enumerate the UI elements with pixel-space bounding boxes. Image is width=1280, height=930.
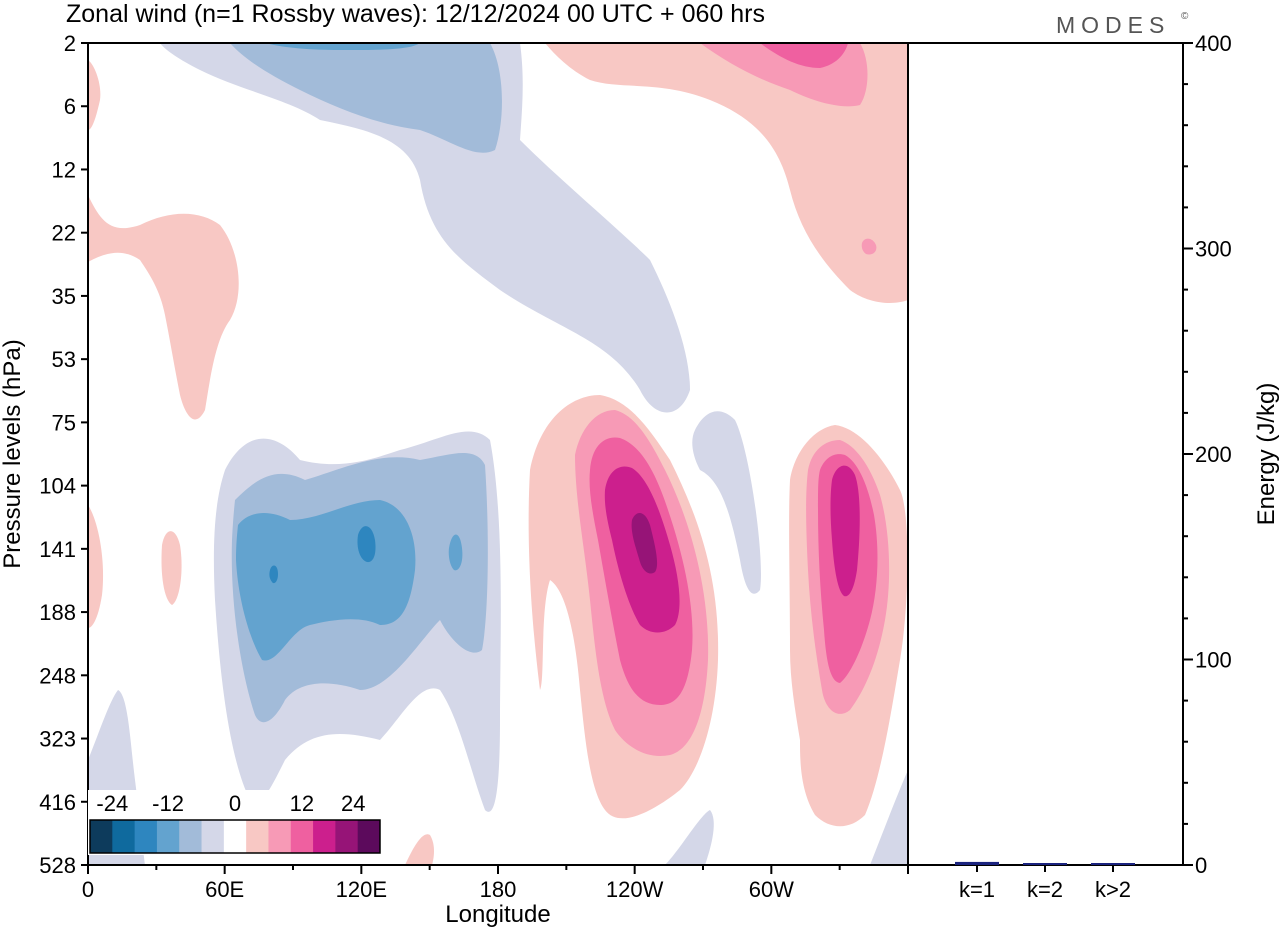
longitude-tick-label: 60E (205, 877, 244, 902)
longitude-tick-label: 60W (749, 877, 794, 902)
contour-neg-bottom-mid (665, 810, 714, 865)
colorbar-tick-label: 24 (341, 791, 365, 816)
contour-pos-right-core (830, 465, 860, 597)
colorbar-swatch (268, 820, 292, 853)
pressure-tick-label: 53 (52, 347, 76, 372)
contour-pos-upper-dot (861, 238, 877, 255)
energy-bars (955, 861, 1135, 865)
pressure-tick-label: 35 (52, 284, 76, 309)
longitude-tick-label: 180 (480, 877, 517, 902)
colorbar-swatch (357, 820, 381, 853)
pressure-tick-label: 12 (52, 157, 76, 182)
colorbar-ticks: -24 -12 0 12 24 (96, 791, 365, 816)
contour-neg-mid-right (692, 411, 761, 594)
colorbar-tick-label: -24 (96, 791, 128, 816)
pressure-tick-label: 2 (64, 31, 76, 56)
colorbar-swatch (156, 820, 180, 853)
colorbar-swatch (246, 820, 269, 853)
modes-logo: MODES (1056, 12, 1170, 38)
energy-panel (908, 42, 1184, 866)
colorbar-swatch (201, 820, 225, 853)
energy-category-label: k=2 (1027, 877, 1063, 902)
contour-pos-bottom-small (405, 834, 434, 865)
pressure-tick-label: 528 (39, 853, 76, 878)
contour-pos-left-small (161, 531, 182, 605)
longitude-tick-label: 120E (336, 877, 387, 902)
colorbar-swatch (179, 820, 203, 853)
energy-tick-label: 200 (1195, 442, 1232, 467)
contour-pos-left-upper (88, 195, 239, 420)
energy-tick-label: 100 (1195, 648, 1232, 673)
energy-axis: 0 100 200 300 400 (1183, 31, 1232, 878)
pressure-tick-label: 75 (52, 410, 76, 435)
longitude-axis: 0 60E 120E 180 120W 60W (82, 865, 909, 902)
colorbar-swatch (290, 820, 314, 853)
contour-pos-left-edge (88, 505, 104, 628)
colorbar-swatch (90, 820, 113, 853)
pressure-tick-label: 188 (39, 600, 76, 625)
energy-category-label: k=1 (959, 877, 995, 902)
contour-pos-upper-inner (760, 43, 848, 68)
contour-neg-center-core-b (269, 565, 278, 584)
contour-pos-left-top (88, 60, 101, 130)
chart-title: Zonal wind (n=1 Rossby waves): 12/12/202… (66, 0, 765, 28)
pressure-tick-label: 6 (64, 94, 76, 119)
pressure-tick-label: 323 (39, 727, 76, 752)
colorbar-swatch (223, 820, 247, 853)
energy-category-label: k>2 (1095, 877, 1131, 902)
pressure-tick-label: 416 (39, 790, 76, 815)
pressure-axis: 2 6 12 22 35 53 75 104 141 188 248 323 416 528 (39, 31, 88, 878)
contour-neg-center-core (357, 526, 376, 563)
longitude-tick-label: 120W (606, 877, 664, 902)
energy-tick-label: 300 (1195, 237, 1232, 262)
longitude-tick-label: 0 (82, 877, 94, 902)
energy-tick-label: 0 (1195, 853, 1207, 878)
colorbar-swatch (112, 820, 136, 853)
pressure-axis-label: Pressure levels (hPa) (0, 339, 26, 568)
contour-neg-center-small-a (448, 534, 463, 571)
contour-pos-upper-outer (545, 43, 908, 303)
energy-tick-label: 400 (1195, 31, 1232, 56)
contour-pos-center-core (631, 513, 658, 574)
pressure-tick-label: 104 (39, 474, 76, 499)
colorbar-swatch (134, 820, 158, 853)
contour-neg-right (870, 770, 908, 865)
energy-bar (1091, 863, 1135, 865)
colorbar-tick-label: 0 (229, 791, 241, 816)
contour-neg-upper-inner (265, 43, 420, 50)
energy-bar-labels: k=1 k=2 k>2 (959, 865, 1131, 902)
colorbar-frame (89, 819, 381, 854)
colorbar-swatch (313, 820, 336, 853)
contour-neg-upper-outer (160, 43, 690, 413)
pressure-tick-label: 22 (52, 221, 76, 246)
colorbar-swatch (335, 820, 359, 853)
colorbar-tick-label: -12 (152, 791, 184, 816)
colorbar (88, 790, 382, 855)
energy-bar (955, 861, 999, 865)
contour-field (88, 43, 908, 865)
energy-bar (1023, 863, 1067, 865)
pressure-tick-label: 141 (39, 537, 76, 562)
pressure-tick-label: 248 (39, 663, 76, 688)
longitude-axis-label: Longitude (445, 901, 550, 928)
contour-neg-upper-mid (230, 43, 502, 153)
colorbar-tick-label: 12 (290, 791, 314, 816)
energy-axis-label: Energy (J/kg) (1253, 383, 1280, 526)
copyright-mark: © (1181, 11, 1189, 22)
